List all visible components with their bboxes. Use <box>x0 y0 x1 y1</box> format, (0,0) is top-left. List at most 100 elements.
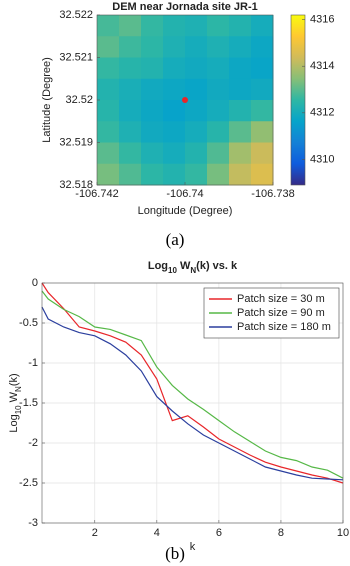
heatmap-cell <box>141 15 164 37</box>
heatmap-cell <box>251 79 274 101</box>
heatmap-cell <box>185 100 208 122</box>
heatmap-cell <box>163 58 186 80</box>
x-axis-label: Longitude (Degree) <box>138 205 233 217</box>
heatmap-cell <box>251 36 274 58</box>
heatmap-cell <box>97 143 120 165</box>
y-tick-label: 32.521 <box>59 51 93 63</box>
x-tick-label: 10 <box>337 527 349 539</box>
caption: (a) <box>166 230 185 249</box>
heatmap-cell <box>229 36 252 58</box>
y-tick-label: -3 <box>28 517 38 529</box>
heatmap-cell <box>185 15 208 37</box>
heatmap-cell <box>251 164 274 186</box>
heatmap-cell <box>97 15 120 37</box>
heatmap-cell <box>119 15 142 37</box>
chart-title: Log10 WN(k) vs. k <box>148 260 238 275</box>
heatmap-cell <box>163 100 186 122</box>
heatmap-cell <box>185 58 208 80</box>
heatmap-cell <box>207 15 230 37</box>
heatmap-cell <box>185 36 208 58</box>
chart-title-part: Log <box>148 260 168 272</box>
heatmap-cell <box>141 79 164 101</box>
heatmap-cell <box>251 15 274 37</box>
heatmap-cell <box>141 121 164 143</box>
colorbar-tick-label: 4310 <box>310 153 334 165</box>
heatmap-cell <box>229 15 252 37</box>
heatmap-cell <box>251 143 274 165</box>
heatmap-cell <box>141 164 164 186</box>
y-tick-label: 0 <box>32 277 38 289</box>
heatmap-cell <box>119 36 142 58</box>
y-tick-label: -0.5 <box>19 317 38 329</box>
x-tick-label: 4 <box>154 527 160 539</box>
heatmap-cell <box>185 143 208 165</box>
y-tick-label: -2 <box>28 437 38 449</box>
x-tick-label: -106.738 <box>251 188 294 200</box>
heatmap-cell <box>97 100 120 122</box>
chart-title-part: W <box>177 260 191 272</box>
heatmap-cell <box>97 121 120 143</box>
heatmap-cell <box>163 15 186 37</box>
chart-title-part: (k) vs. k <box>196 260 238 272</box>
heatmap-cell <box>229 79 252 101</box>
heatmap-cell <box>97 164 120 186</box>
heatmap-cell <box>141 143 164 165</box>
y-tick-label: -2.5 <box>19 477 38 489</box>
x-axis-label: k <box>190 541 196 553</box>
heatmap-cell <box>119 143 142 165</box>
legend-label: Patch size = 30 m <box>237 293 325 305</box>
x-tick-label: 2 <box>92 527 98 539</box>
x-tick-label: 6 <box>216 527 222 539</box>
heatmap-cell <box>229 58 252 80</box>
heatmap-cell <box>141 100 164 122</box>
heatmap-cell <box>207 79 230 101</box>
heatmap-cell <box>229 100 252 122</box>
heatmap-cell <box>163 79 186 101</box>
heatmap-cell <box>185 164 208 186</box>
colorbar-tick-label: 4312 <box>310 107 334 119</box>
heatmap-cell <box>163 164 186 186</box>
chart-title: DEM near Jornada site JR-1 <box>112 1 258 13</box>
colorbar-tick-label: 4314 <box>310 60 334 72</box>
x-tick-label: 8 <box>278 527 284 539</box>
heatmap-cell <box>251 58 274 80</box>
y-tick-label: -1 <box>28 357 38 369</box>
y-axis-label-part: W <box>8 391 20 405</box>
heatmap-cell <box>251 121 274 143</box>
heatmap-cell <box>207 121 230 143</box>
legend-label: Patch size = 90 m <box>237 307 325 319</box>
heatmap-cell <box>141 58 164 80</box>
y-tick-label: 32.522 <box>59 9 93 21</box>
heatmap-cell <box>163 121 186 143</box>
heatmap-cell <box>119 58 142 80</box>
x-tick-label: -106.74 <box>166 188 203 200</box>
heatmap-cell <box>229 143 252 165</box>
heatmap-cell <box>119 164 142 186</box>
heatmap-cell <box>185 121 208 143</box>
heatmap-cell <box>229 121 252 143</box>
heatmap-cell <box>207 143 230 165</box>
y-axis-label-part: Log <box>8 414 20 432</box>
figure: DEM near Jornada site JR-1 -106.74 2 -106.7… <box>0 0 350 566</box>
heatmap-cell <box>163 36 186 58</box>
caption: (b) <box>165 544 185 563</box>
heatmap-cell <box>97 58 120 80</box>
heatmap-cell <box>119 100 142 122</box>
heatmap-cell <box>185 79 208 101</box>
heatmap-cell <box>207 164 230 186</box>
y-tick-label: 32.519 <box>59 136 93 148</box>
heatmap-cell <box>97 36 120 58</box>
heatmap-cell <box>207 36 230 58</box>
heatmap-cell <box>97 79 120 101</box>
y-tick-label: 32.518 <box>59 179 93 191</box>
y-axis-label: Latitude (Degree) <box>41 57 53 143</box>
legend-label: Patch size = 180 m <box>237 321 331 333</box>
heatmap-cell <box>251 100 274 122</box>
heatmap-cell <box>141 36 164 58</box>
y-tick-label: 32.52 <box>65 94 93 106</box>
heatmap-cell <box>119 79 142 101</box>
heatmap-cell <box>229 164 252 186</box>
heatmap-cell <box>207 58 230 80</box>
heatmap-cell <box>119 121 142 143</box>
y-axis-label-part: (k) <box>8 373 20 386</box>
